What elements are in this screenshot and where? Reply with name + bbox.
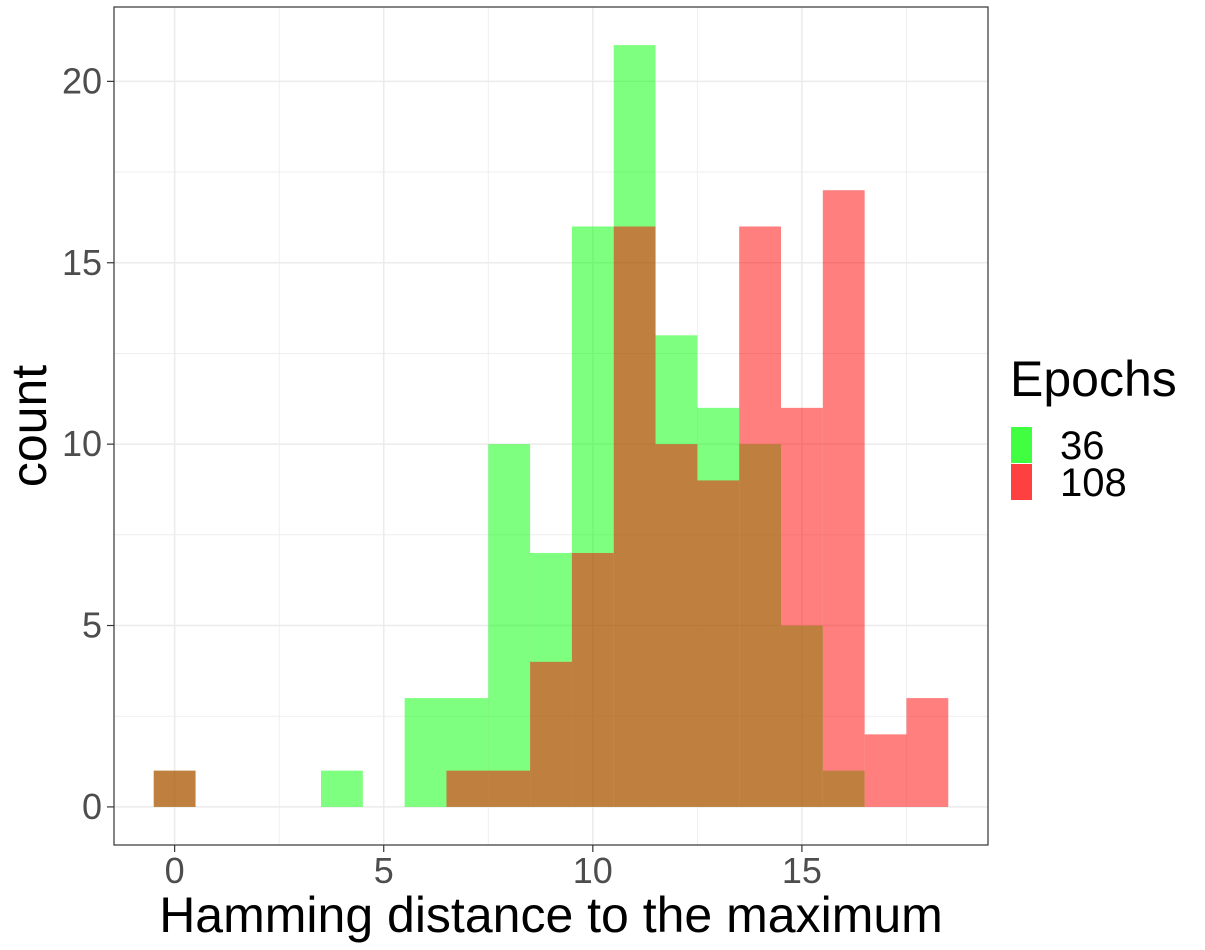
y-tick-label: 0 [82,786,102,827]
legend-label-108: 108 [1060,461,1127,505]
legend-title: Epochs [1010,351,1177,407]
y-tick-label: 15 [62,242,102,283]
bar-series-108 [822,190,865,807]
bar-series-108 [571,552,614,807]
bar-series-108 [906,698,949,807]
y-tick-label: 20 [62,60,102,101]
legend-label-36: 36 [1060,424,1105,468]
x-tick-label: 10 [573,850,613,891]
x-tick-label: 5 [374,850,394,891]
bar-series-36 [488,444,531,807]
bar-series-108 [781,407,823,807]
histogram-bars [153,45,949,807]
plot-panel-border [113,6,989,846]
bar-series-108 [697,480,740,807]
bar-series-108 [488,770,531,807]
axes: 0 5 10 15 0 5 10 15 20 [62,60,822,891]
y-tick-label: 5 [82,605,102,646]
x-axis-title: Hamming distance to the maximum [159,887,943,943]
x-tick-label: 0 [165,850,185,891]
legend-key-108 [1011,464,1032,500]
bar-series-108 [864,734,907,807]
bar-series-108 [613,226,656,807]
x-tick-label: 15 [782,850,822,891]
y-axis-title: count [1,365,57,487]
bar-series-108 [655,444,698,807]
bar-series-36 [404,698,447,807]
bar-series-108 [739,226,781,807]
bar-series-108 [530,661,572,807]
bar-series-108 [153,770,196,807]
bar-series-108 [446,770,489,807]
y-tick-label: 10 [62,423,102,464]
bar-series-36 [321,770,363,807]
legend-key-36 [1011,427,1032,463]
